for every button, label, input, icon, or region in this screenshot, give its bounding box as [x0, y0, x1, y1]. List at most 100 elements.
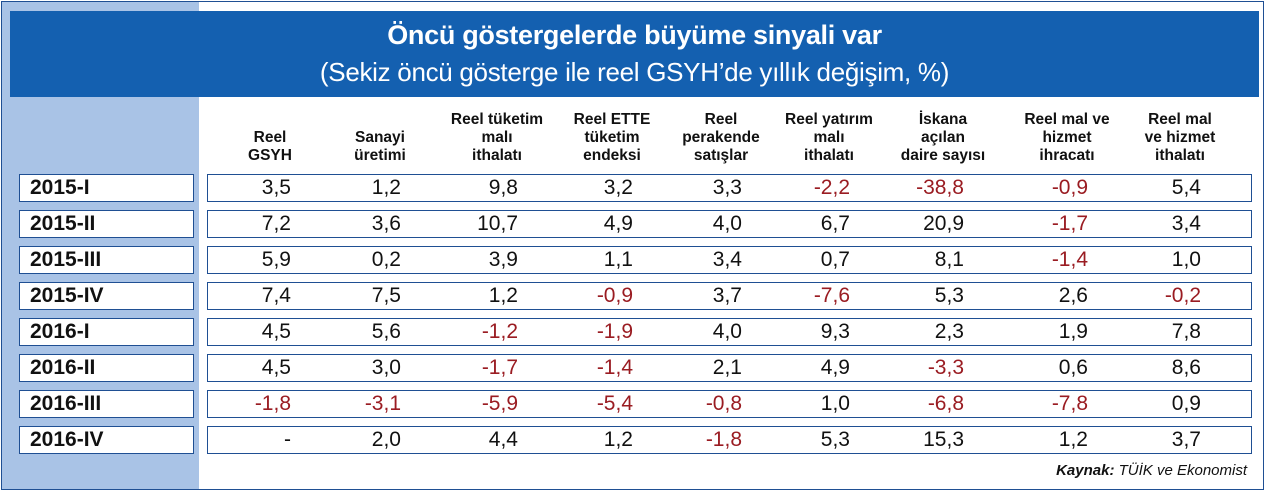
column-header-line: ve hizmet	[1144, 129, 1216, 146]
cell-value: -1,8	[254, 392, 291, 415]
cell-value: 4,9	[603, 212, 633, 235]
source-text: TÜİK ve Ekonomist	[1114, 462, 1247, 479]
row-values-box: 5,9 0,2 3,9 1,1 3,4 0,7 8,1 -1,4 1,0	[207, 246, 1252, 274]
cell-value: 0,6	[1058, 356, 1088, 379]
row-values-box: -1,8 -3,1 -5,9 -5,4 -0,8 1,0 -6,8 -7,8 0,9	[207, 390, 1252, 418]
cell-value: 3,2	[603, 176, 633, 199]
row-values-box: 4,5 3,0 -1,7 -1,4 2,1 4,9 -3,3 0,6 8,6	[207, 354, 1252, 382]
table-row: 2016-IV - 2,0 4,4 1,2 -1,8 5,3 15,3 1,2 3,7	[0, 426, 1265, 456]
column-header-line: daire sayısı	[900, 147, 986, 164]
column-header: İskana açılan daire sayısı	[883, 103, 1003, 165]
cell-value: 4,4	[488, 428, 518, 451]
column-header-line: Sanayi	[355, 129, 405, 146]
column-header: Sanayi üretimi	[320, 103, 440, 165]
column-header: Reel mal ve hizmet ihracatı	[1007, 103, 1127, 165]
cell-value: 0,7	[820, 248, 850, 271]
cell-value: -6,8	[927, 392, 964, 415]
cell-value: 2,6	[1058, 284, 1088, 307]
cell-value: 9,3	[820, 320, 850, 343]
cell-value: -1,7	[481, 356, 518, 379]
row-values-box: 7,2 3,6 10,7 4,9 4,0 6,7 20,9 -1,7 3,4	[207, 210, 1252, 238]
column-header-line: hizmet	[1042, 129, 1092, 146]
column-header-line: perakende	[682, 129, 760, 146]
column-header-line: ithalatı	[804, 147, 854, 164]
chart-title: Öncü göstergelerde büyüme sinyali var	[387, 20, 882, 50]
row-values-box: - 2,0 4,4 1,2 -1,8 5,3 15,3 1,2 3,7	[207, 426, 1252, 454]
row-label: 2016-II	[19, 354, 194, 382]
cell-value: 7,8	[1171, 320, 1201, 343]
row-label: 2016-I	[19, 318, 194, 346]
column-header: Reel ETTE tüketim endeksi	[552, 103, 672, 165]
row-label: 2015-III	[19, 246, 194, 274]
cell-value: 1,9	[1058, 320, 1088, 343]
table-row: 2016-II 4,5 3,0 -1,7 -1,4 2,1 4,9 -3,3 0,6 8,6	[0, 354, 1265, 384]
cell-value: 3,7	[712, 284, 742, 307]
source-label: Kaynak:	[1056, 462, 1115, 479]
cell-value: 5,3	[820, 428, 850, 451]
cell-value: 15,3	[923, 428, 964, 451]
column-header-line: satışlar	[693, 147, 749, 164]
cell-value: 3,4	[1171, 212, 1201, 235]
column-header-line: Reel mal	[1148, 111, 1212, 128]
row-label: 2015-II	[19, 210, 194, 238]
column-header-line: GSYH	[248, 147, 292, 164]
cell-value: -0,8	[705, 392, 742, 415]
column-header: Reel yatırım malı ithalatı	[769, 103, 889, 165]
row-values-box: 4,5 5,6 -1,2 -1,9 4,0 9,3 2,3 1,9 7,8	[207, 318, 1252, 346]
column-header: Reel mal ve hizmet ithalatı	[1120, 103, 1240, 165]
cell-value: 6,7	[820, 212, 850, 235]
column-header-line: üretimi	[354, 147, 406, 164]
cell-value: 2,3	[934, 320, 964, 343]
table-row: 2015-IV 7,4 7,5 1,2 -0,9 3,7 -7,6 5,3 2,6 -0,2	[0, 282, 1265, 312]
cell-value: 4,5	[261, 356, 291, 379]
cell-value: 5,4	[1171, 176, 1201, 199]
column-header-line: İskana	[918, 111, 968, 128]
cell-value: 3,6	[371, 212, 401, 235]
column-header-line: ithalatı	[1155, 147, 1205, 164]
cell-value: 8,6	[1171, 356, 1201, 379]
column-header-line: Reel	[253, 129, 287, 146]
cell-value: 20,9	[923, 212, 964, 235]
column-header-line: Reel ETTE	[573, 111, 651, 128]
column-header-line: malı	[481, 129, 513, 146]
chart-subtitle: (Sekiz öncü gösterge ile reel GSYH’de yı…	[319, 57, 950, 87]
cell-value: 7,4	[261, 284, 291, 307]
cell-value: 5,6	[371, 320, 401, 343]
cell-value: 3,0	[371, 356, 401, 379]
cell-value: -1,4	[596, 356, 633, 379]
table-row: 2015-I 3,5 1,2 9,8 3,2 3,3 -2,2 -38,8 -0,9 5,4	[0, 174, 1265, 204]
cell-value: 1,2	[371, 176, 401, 199]
row-label: 2016-IV	[19, 426, 194, 454]
cell-value: 1,2	[1058, 428, 1088, 451]
cell-value: 4,5	[261, 320, 291, 343]
cell-value: -38,8	[916, 176, 964, 199]
cell-value: -0,9	[1051, 176, 1088, 199]
cell-value: 3,5	[261, 176, 291, 199]
column-header-line: ithalatı	[472, 147, 522, 164]
table-row: 2015-II 7,2 3,6 10,7 4,9 4,0 6,7 20,9 -1,7 3,4	[0, 210, 1265, 240]
row-label: 2015-I	[19, 174, 194, 202]
cell-value: 5,9	[261, 248, 291, 271]
row-label: 2016-III	[19, 390, 194, 418]
cell-value: -7,6	[813, 284, 850, 307]
cell-value: -5,9	[481, 392, 518, 415]
cell-value: -	[284, 428, 291, 451]
cell-value: -2,2	[813, 176, 850, 199]
cell-value: -1,9	[596, 320, 633, 343]
cell-value: 2,0	[371, 428, 401, 451]
cell-value: 10,7	[477, 212, 518, 235]
cell-value: 1,1	[603, 248, 633, 271]
cell-value: 2,1	[712, 356, 742, 379]
column-header: Reel GSYH	[210, 103, 330, 165]
cell-value: -7,8	[1051, 392, 1088, 415]
column-header-line: Reel	[704, 111, 738, 128]
column-header-line: malı	[813, 129, 845, 146]
cell-value: 8,1	[934, 248, 964, 271]
row-label: 2015-IV	[19, 282, 194, 310]
title-banner: Öncü göstergelerde büyüme sinyali var (S…	[10, 11, 1259, 97]
source-note: Kaynak: TÜİK ve Ekonomist	[1056, 462, 1247, 479]
cell-value: 0,2	[371, 248, 401, 271]
cell-value: -1,8	[705, 428, 742, 451]
cell-value: 1,0	[820, 392, 850, 415]
column-header-line: endeksi	[583, 147, 641, 164]
